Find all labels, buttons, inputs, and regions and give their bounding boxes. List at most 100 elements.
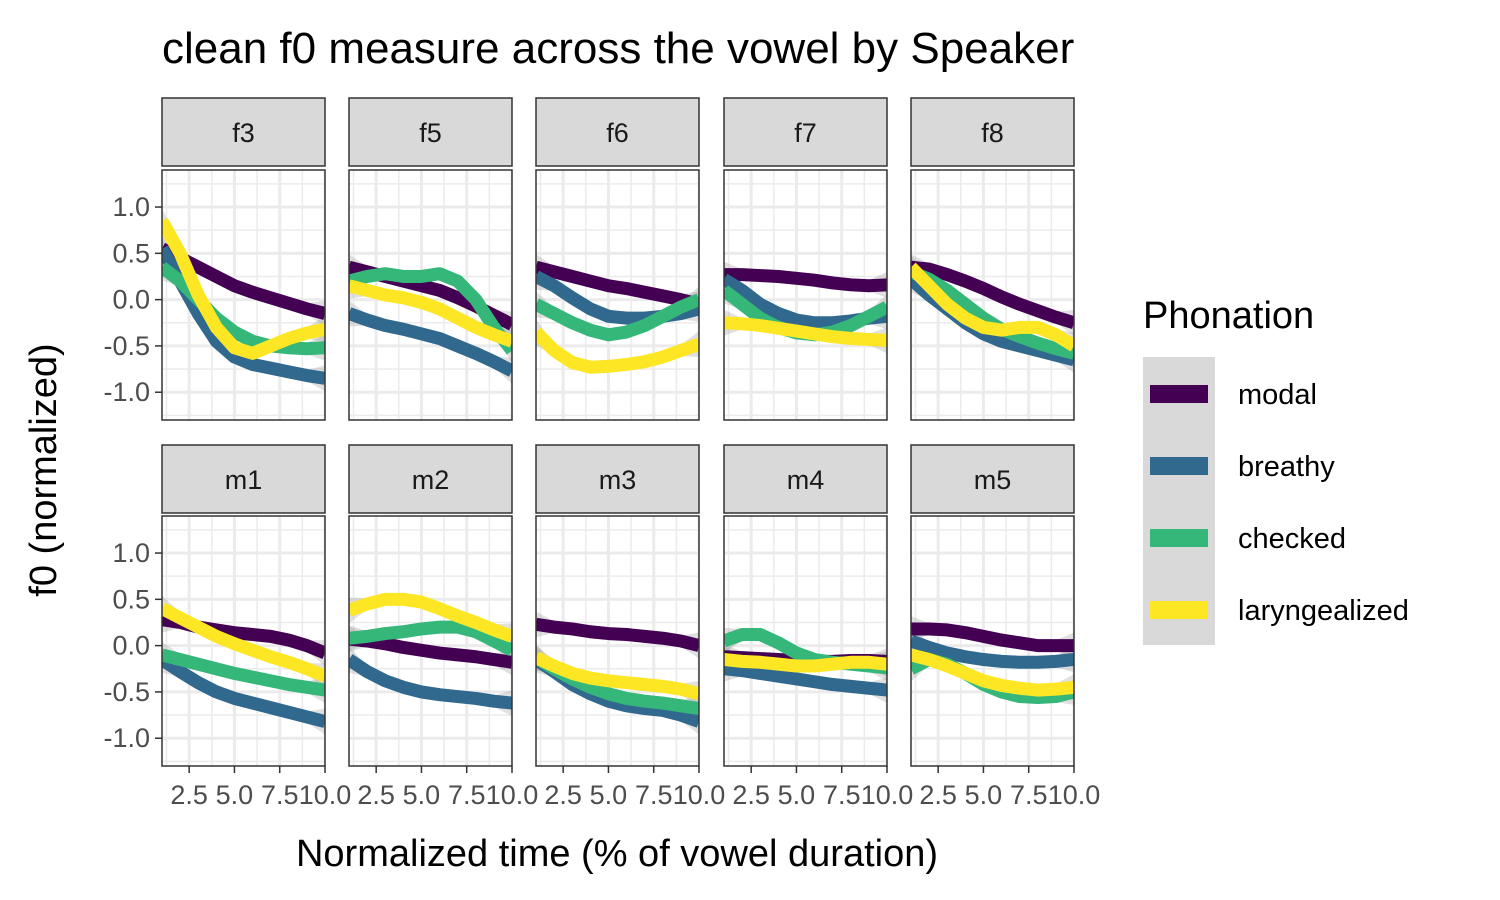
plot-grid — [724, 516, 887, 766]
legend-label-checked: checked — [1238, 523, 1346, 555]
plot-series — [349, 592, 512, 716]
series-line-laryngealized — [911, 648, 1074, 697]
facet-panel-f7: f7 — [723, 97, 888, 421]
series-line-laryngealized — [536, 327, 699, 374]
series-line-checked — [349, 620, 512, 657]
x-tick-label: 10.0 — [486, 780, 539, 810]
x-tick-label: 5.0 — [216, 780, 254, 810]
facet-strip — [723, 444, 888, 514]
panel-border — [535, 169, 700, 421]
x-tick-label: 5.0 — [778, 780, 816, 810]
series-line-breathy — [349, 307, 512, 377]
plot-series — [911, 254, 1074, 373]
legend-title: Phonation — [1143, 295, 1314, 337]
plot-series — [536, 254, 699, 374]
facet-strip-label: m3 — [599, 465, 637, 495]
panel-border — [161, 515, 326, 767]
panel-border — [723, 515, 888, 767]
y-tick-label: 1.0 — [112, 192, 150, 222]
x-tick-label: 7.5 — [448, 780, 486, 810]
legend-label-modal: modal — [1238, 379, 1317, 411]
panel-border — [910, 515, 1075, 767]
y-tick-label: 1.0 — [112, 538, 150, 568]
legend-label-breathy: breathy — [1238, 451, 1335, 483]
x-tick-label: 5.0 — [403, 780, 441, 810]
y-tick-label: 0.0 — [112, 631, 150, 661]
plot-grid — [724, 170, 887, 420]
series-line-modal — [536, 260, 699, 311]
x-tick-label: 2.5 — [544, 780, 582, 810]
panel-border — [161, 169, 326, 421]
facet-panel-m3: m3 2.5 5.0 7.5 10.0 — [535, 444, 726, 810]
series-line-modal — [911, 260, 1074, 329]
x-tick-label: 5.0 — [965, 780, 1003, 810]
legend: Phonation modal breathy checked laryngealiz… — [1143, 295, 1409, 645]
facet-panels: f3 1.0 0.5 0.0 -0.5 -1.0 f5 f6 f7 f8 m1 1.0 0.5 0.0 -0… — [103, 97, 1101, 810]
facet-strip — [723, 97, 888, 167]
series-line-laryngealized — [349, 279, 512, 348]
y-tick-label: -0.5 — [103, 677, 150, 707]
chart-title: clean f0 measure across the vowel by Spe… — [162, 24, 1074, 73]
series-line-breathy — [911, 634, 1074, 669]
panel-border — [723, 169, 888, 421]
y-axis-title: f0 (normalized) — [23, 343, 65, 596]
x-tick-label: 10.0 — [861, 780, 914, 810]
facet-strip — [161, 97, 326, 167]
series-line-modal — [724, 268, 887, 293]
series-line-modal — [536, 617, 699, 652]
facet-strip-label: f3 — [232, 118, 255, 148]
plot-series — [162, 595, 325, 735]
y-tick-label: 0.5 — [112, 238, 150, 268]
facet-panel-f6: f6 — [535, 97, 700, 421]
facet-strip-label: m5 — [974, 465, 1012, 495]
series-line-breathy — [349, 654, 512, 710]
series-line-modal — [911, 622, 1074, 653]
plot-grid — [536, 516, 699, 766]
x-tick-label: 5.0 — [590, 780, 628, 810]
panel-border — [535, 515, 700, 767]
x-tick-label: 7.5 — [1010, 780, 1048, 810]
plot-series — [349, 254, 512, 384]
facet-strip — [348, 97, 513, 167]
y-tick-label: -1.0 — [103, 723, 150, 753]
series-line-breathy — [724, 662, 887, 697]
legend-label-laryngealized: laryngealized — [1238, 595, 1409, 627]
series-line-laryngealized — [162, 217, 325, 360]
facet-panel-m4: m4 2.5 5.0 7.5 10.0 — [723, 444, 914, 810]
facet-strip-label: m1 — [225, 465, 263, 495]
facet-panel-m2: m2 2.5 5.0 7.5 10.0 — [348, 444, 539, 810]
legend-items: modal breathy checked laryngealized — [1150, 379, 1409, 627]
series-line-checked — [536, 293, 699, 342]
series-line-checked — [349, 267, 512, 355]
facet-panel-f3: f3 1.0 0.5 0.0 -0.5 -1.0 — [103, 97, 326, 421]
series-line-modal — [349, 632, 512, 669]
x-tick-label: 10.0 — [299, 780, 352, 810]
facet-strip-label: f6 — [606, 118, 629, 148]
x-tick-label: 10.0 — [1048, 780, 1101, 810]
facet-strip-label: m2 — [412, 465, 450, 495]
facet-strip-label: f5 — [419, 118, 442, 148]
x-tick-label: 2.5 — [732, 780, 770, 810]
facet-strip-label: m4 — [787, 465, 825, 495]
y-tick-label: -0.5 — [103, 331, 150, 361]
series-line-checked — [162, 648, 325, 697]
series-line-laryngealized — [724, 653, 887, 673]
x-tick-label: 2.5 — [919, 780, 957, 810]
facet-strip — [910, 97, 1075, 167]
plot-series — [724, 628, 887, 704]
x-tick-label: 7.5 — [261, 780, 299, 810]
x-tick-label: 10.0 — [673, 780, 726, 810]
facet-strip — [535, 444, 700, 514]
series-line-breathy — [162, 654, 325, 728]
plot-series — [536, 611, 699, 735]
y-tick-label: 0.0 — [112, 285, 150, 315]
plot-series — [162, 207, 325, 392]
x-tick-label: 7.5 — [823, 780, 861, 810]
plot-series — [724, 261, 887, 354]
y-tick-label: 0.5 — [112, 584, 150, 614]
facet-strip — [910, 444, 1075, 514]
x-tick-label: 7.5 — [635, 780, 673, 810]
facet-panel-f8: f8 — [910, 97, 1075, 421]
facet-strip — [535, 97, 700, 167]
